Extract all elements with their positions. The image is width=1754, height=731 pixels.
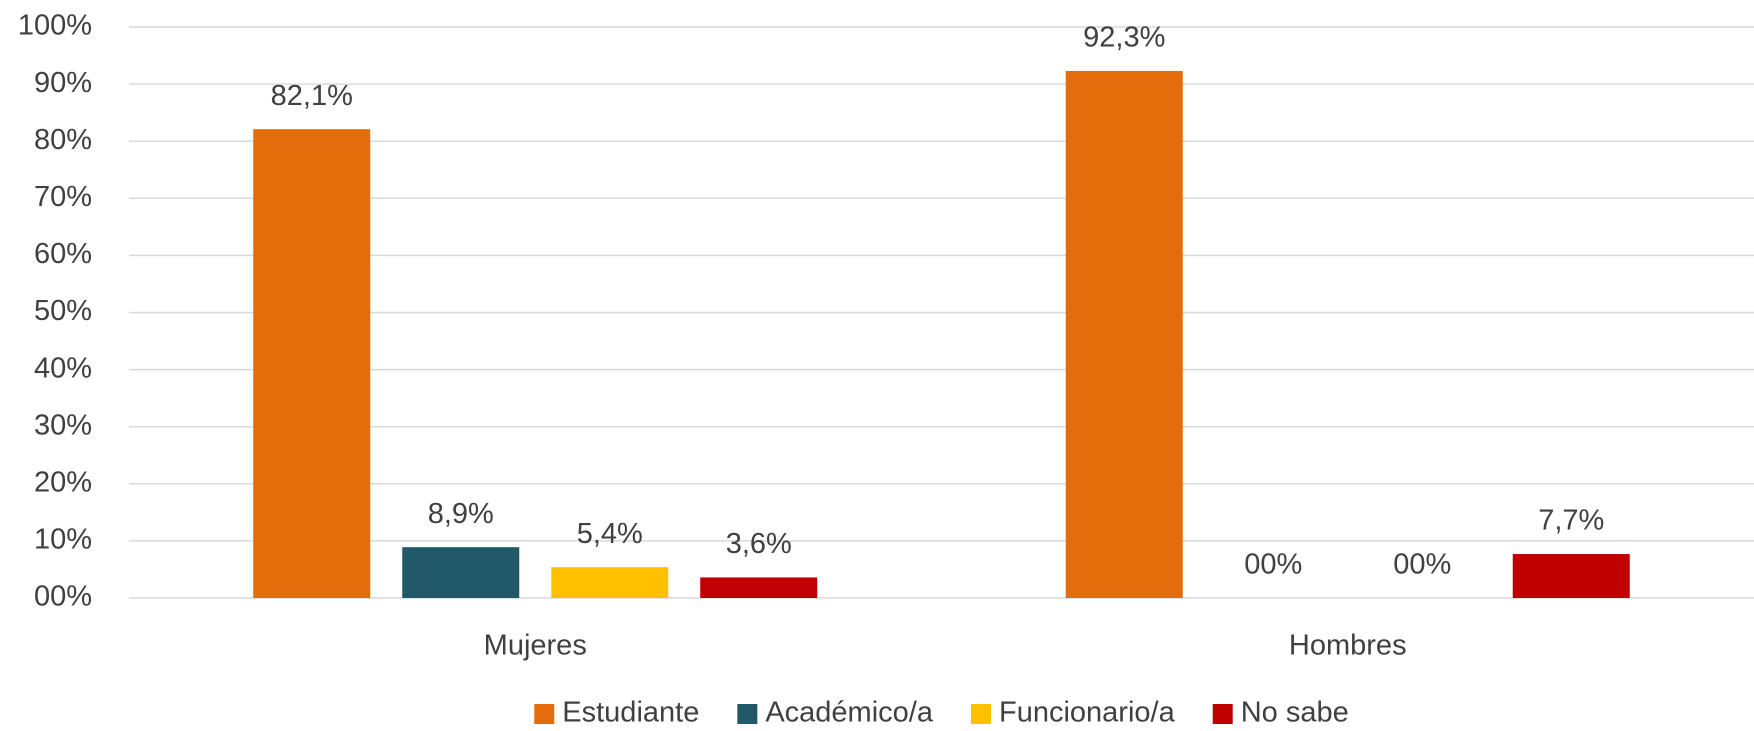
x-tick-label: Hombres: [1289, 630, 1407, 662]
legend-label: Funcionario/a: [999, 697, 1176, 729]
bar: [253, 129, 371, 599]
y-tick-label: 20%: [34, 466, 92, 498]
data-label: 5,4%: [577, 518, 643, 550]
y-tick-label: 40%: [34, 352, 92, 384]
bar: [1512, 554, 1630, 598]
legend-label: Académico/a: [765, 697, 934, 729]
data-label: 82,1%: [271, 80, 353, 112]
y-tick-label: 90%: [34, 67, 92, 99]
data-label: 3,6%: [726, 528, 792, 560]
y-tick-label: 70%: [34, 181, 92, 213]
data-label: 7,7%: [1538, 505, 1604, 537]
data-label: 92,3%: [1083, 22, 1165, 54]
legend-swatch: [534, 704, 555, 724]
legend-label: Estudiante: [562, 697, 699, 729]
legend-swatch: [970, 704, 991, 724]
y-tick-label: 100%: [18, 10, 92, 42]
legend-swatch: [1212, 704, 1233, 724]
legend-label: No sabe: [1241, 697, 1349, 729]
data-label: 00%: [1393, 549, 1451, 581]
y-tick-label: 60%: [34, 238, 92, 270]
y-tick-label: 00%: [34, 581, 92, 613]
y-tick-label: 10%: [34, 524, 92, 556]
bar: [402, 547, 520, 598]
bar: [551, 567, 669, 598]
y-tick-label: 30%: [34, 409, 92, 441]
y-tick-label: 50%: [34, 295, 92, 327]
x-tick-label: Mujeres: [484, 630, 587, 662]
legend-swatch: [737, 704, 758, 724]
bar: [700, 577, 818, 598]
y-tick-label: 80%: [34, 124, 92, 156]
bar: [1065, 70, 1183, 599]
data-label: 00%: [1244, 549, 1302, 581]
data-label: 8,9%: [428, 498, 494, 530]
